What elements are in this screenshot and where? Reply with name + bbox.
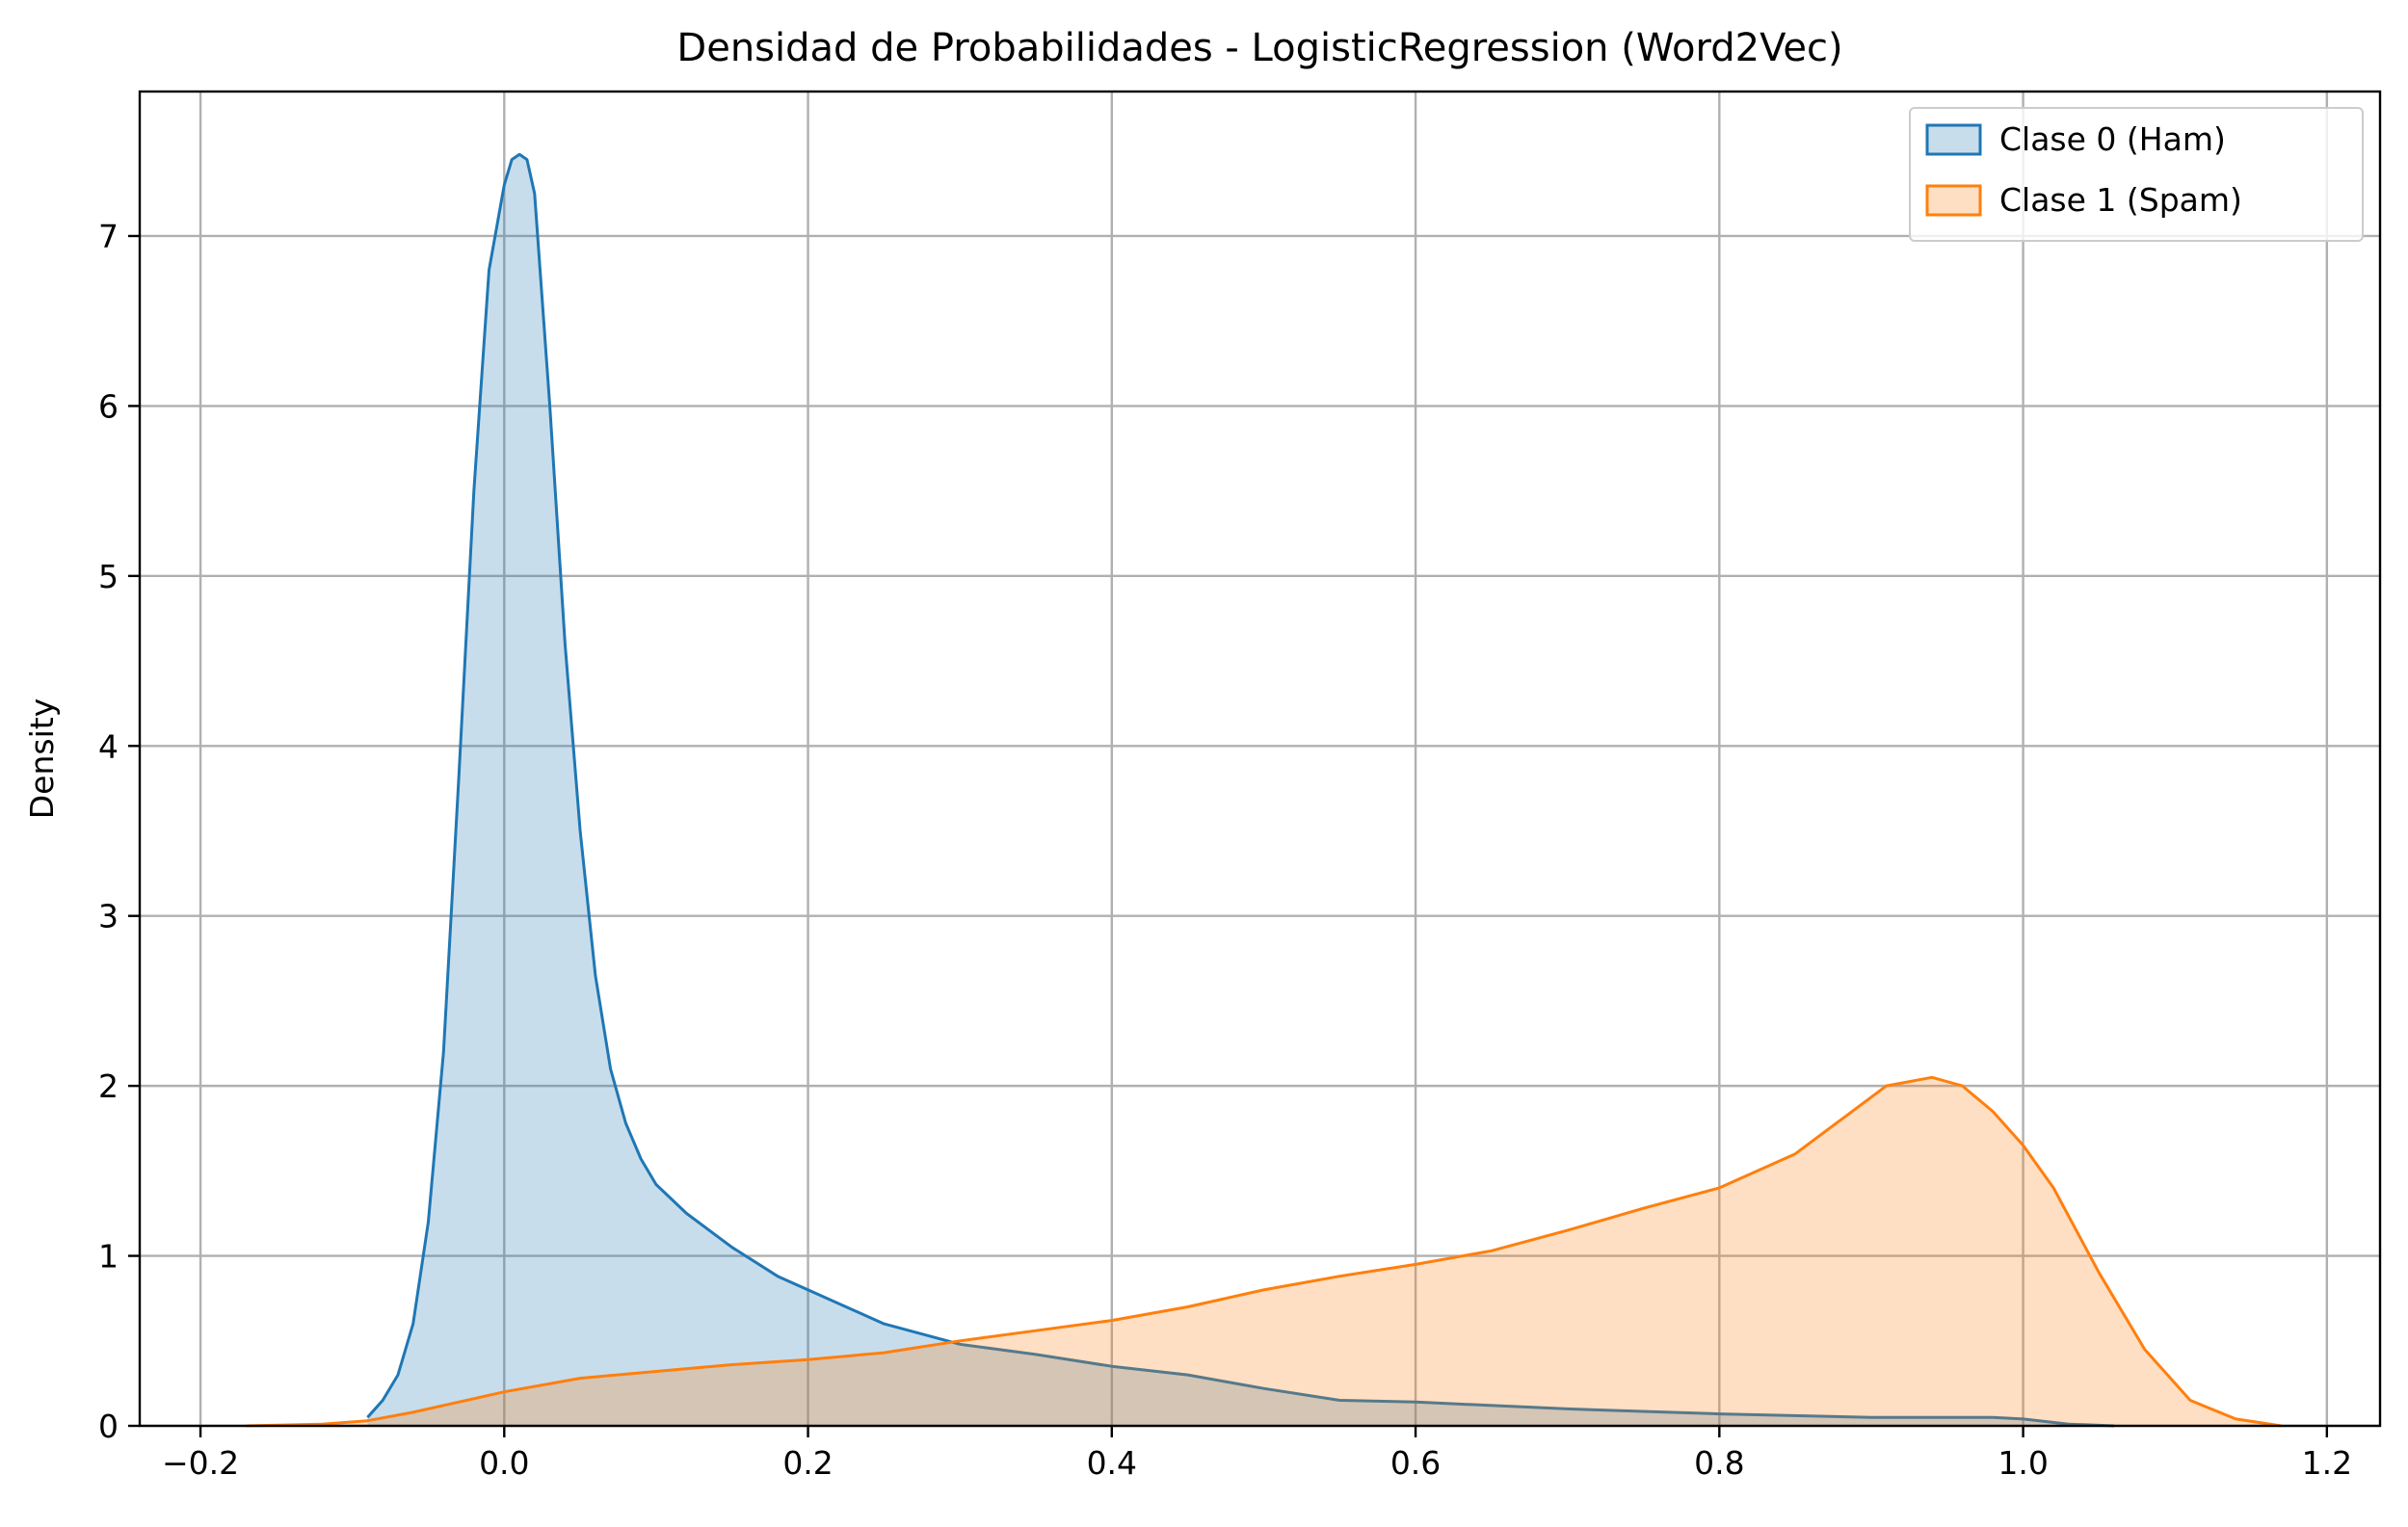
y-tick-label: 7 — [98, 218, 119, 255]
y-tick-label: 3 — [98, 898, 119, 935]
series-layer — [246, 152, 2282, 1428]
y-tick-label: 4 — [98, 727, 119, 765]
y-tick-label: 0 — [98, 1408, 119, 1445]
legend-label-ham: Clase 0 (Ham) — [1999, 120, 2226, 158]
density-line-series-0 — [366, 152, 2115, 1428]
legend-label-spam: Clase 1 (Spam) — [1999, 181, 2242, 219]
x-tick-label: 0.8 — [1694, 1444, 1744, 1482]
x-tick-label: 1.2 — [2302, 1444, 2352, 1482]
y-tick-label: 6 — [98, 387, 119, 425]
x-tick-label: 0.2 — [782, 1444, 833, 1482]
legend-swatch-spam — [1925, 184, 1982, 217]
legend-swatch-ham — [1925, 123, 1982, 156]
y-axis: 0 1 2 3 4 5 6 7 — [98, 218, 140, 1445]
y-axis-title: Density — [23, 698, 61, 819]
x-tick-label: 1.0 — [1998, 1444, 2048, 1482]
legend: Clase 0 (Ham) Clase 1 (Spam) — [1909, 107, 2364, 242]
y-tick-label: 5 — [98, 558, 119, 595]
y-tick-label: 2 — [98, 1067, 119, 1105]
legend-frame — [1909, 107, 2364, 242]
x-tick-label: −0.2 — [162, 1444, 239, 1482]
plot-frame — [138, 90, 2382, 1428]
x-tick-label: 0.0 — [479, 1444, 529, 1482]
x-tick-label: 0.6 — [1390, 1444, 1441, 1482]
density-fill-series-0 — [367, 154, 2115, 1426]
x-axis: −0.2 0.0 0.2 0.4 0.6 0.8 1.0 1.2 — [162, 1426, 2352, 1482]
chart-title: Densidad de Probabilidades - LogisticReg… — [676, 26, 1842, 70]
x-tick-label: 0.4 — [1087, 1444, 1137, 1482]
grid-lines — [140, 92, 2380, 1428]
density-line-series-1 — [246, 1075, 2282, 1428]
y-tick-label: 1 — [98, 1238, 119, 1276]
